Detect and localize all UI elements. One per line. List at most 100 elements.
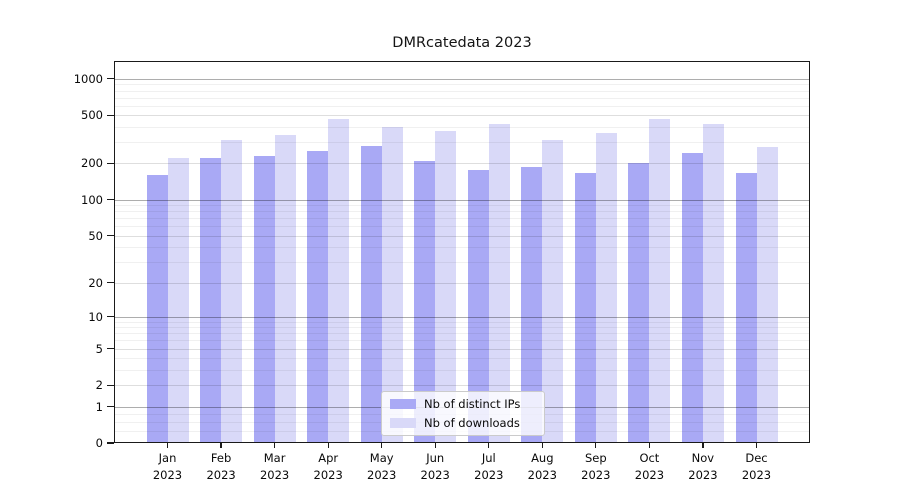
gridline-200 <box>114 163 810 165</box>
bar-distinct-ips-jan <box>146 175 168 443</box>
gridline-8 <box>114 327 810 329</box>
bar-downloads-apr <box>328 118 350 443</box>
gridline-2 <box>114 385 810 387</box>
y-tick-label-2: 2 <box>95 378 103 393</box>
x-tick-mark-jun <box>434 443 436 448</box>
x-tick-year: 2023 <box>474 467 504 482</box>
bar-downloads-may <box>381 126 403 443</box>
x-tick-month: Nov <box>691 451 715 465</box>
x-tick-label-feb: Feb 2023 <box>189 450 253 483</box>
y-tick-mark-5 <box>107 347 114 350</box>
x-tick-label-aug: Aug 2023 <box>510 450 574 483</box>
gridline-4 <box>114 358 810 360</box>
chart-title: DMRcatedata 2023 <box>392 35 532 51</box>
gridline-3 <box>114 369 810 371</box>
bar-distinct-ips-oct <box>628 162 650 443</box>
bar-downloads-nov <box>702 123 724 443</box>
gridline-5 <box>114 348 810 350</box>
gridline-90 <box>114 205 810 207</box>
y-tick-mark-1000 <box>107 78 114 80</box>
y-tick-mark-500 <box>107 114 114 116</box>
y-tick-label-100: 100 <box>81 192 103 207</box>
y-tick-label-10: 10 <box>88 309 103 324</box>
bar-distinct-ips-jul <box>467 170 489 443</box>
x-tick-mark-sep <box>595 443 597 448</box>
y-tick-label-20: 20 <box>88 275 103 290</box>
x-tick-label-nov: Nov 2023 <box>671 450 735 483</box>
x-tick-year: 2023 <box>259 467 290 482</box>
gridline-700 <box>114 97 810 99</box>
x-tick-year: 2023 <box>527 467 557 482</box>
x-tick-month: Jul <box>481 451 496 465</box>
x-tick-label-dec: Dec 2023 <box>725 450 789 483</box>
y-tick-mark-2 <box>107 384 114 386</box>
x-tick-mark-nov <box>702 443 704 448</box>
y-tick-label-0: 0 <box>95 436 103 450</box>
x-tick-year: 2023 <box>367 467 397 482</box>
legend: Nb of distinct IPs Nb of downloads <box>381 391 545 436</box>
gridline-800 <box>114 90 810 92</box>
legend-label-downloads: Nb of downloads <box>424 415 520 430</box>
x-tick-mark-jan <box>166 443 169 448</box>
gridline-7 <box>114 333 810 335</box>
x-tick-month: Mar <box>263 451 286 465</box>
legend-swatch-downloads <box>390 417 416 428</box>
x-tick-month: Jun <box>426 451 445 465</box>
gridline-1000 <box>114 78 810 80</box>
x-tick-year: 2023 <box>420 467 450 482</box>
gridline-50 <box>114 235 810 237</box>
x-tick-label-mar: Mar 2023 <box>243 450 307 483</box>
y-tick-label-50: 50 <box>88 228 103 243</box>
x-tick-mark-jul <box>488 443 490 448</box>
x-tick-mark-oct <box>648 443 650 448</box>
x-tick-month: May <box>369 451 394 465</box>
x-tick-mark-mar <box>274 443 276 448</box>
bar-distinct-ips-sep <box>574 172 596 443</box>
gridline-100 <box>114 199 810 201</box>
bar-downloads-feb <box>221 140 243 443</box>
x-tick-month: Jan <box>158 451 177 465</box>
bar-downloads-jun <box>435 131 457 443</box>
gridline-60 <box>114 226 810 228</box>
bar-downloads-dec <box>756 146 778 443</box>
x-tick-label-sep: Sep 2023 <box>564 450 628 483</box>
x-tick-label-jul: Jul 2023 <box>457 450 521 483</box>
x-tick-mark-dec <box>755 443 758 448</box>
x-tick-label-jun: Jun 2023 <box>403 450 467 483</box>
bar-distinct-ips-apr <box>307 151 329 443</box>
bar-distinct-ips-feb <box>200 157 222 443</box>
x-tick-label-may: May 2023 <box>350 450 414 483</box>
x-tick-year: 2023 <box>313 467 343 482</box>
x-tick-year: 2023 <box>152 467 183 482</box>
bar-distinct-ips-jun <box>414 161 436 443</box>
legend-item-downloads: Nb of downloads <box>390 416 544 430</box>
y-tick-mark-100 <box>107 199 114 201</box>
y-tick-label-5: 5 <box>95 341 103 356</box>
bar-downloads-mar <box>274 134 296 443</box>
x-tick-year: 2023 <box>634 467 665 482</box>
bar-downloads-sep <box>595 132 617 443</box>
legend-label-distinct-ips: Nb of distinct IPs <box>424 397 521 412</box>
bar-downloads-jan <box>167 157 189 443</box>
y-tick-mark-10 <box>107 316 114 318</box>
legend-item-distinct-ips: Nb of distinct IPs <box>390 397 544 411</box>
x-tick-year: 2023 <box>581 467 611 482</box>
plot-area: Nb of distinct IPs Nb of downloads <box>114 61 810 443</box>
y-tick-mark-1 <box>107 405 114 408</box>
y-tick-mark-50 <box>107 235 114 237</box>
x-tick-month: Dec <box>745 451 768 465</box>
gridline-300 <box>114 142 810 144</box>
gridline-30 <box>114 261 810 263</box>
x-tick-label-jan: Jan 2023 <box>136 450 200 483</box>
x-tick-year: 2023 <box>741 467 772 482</box>
y-tick-mark-200 <box>107 162 114 165</box>
x-tick-label-oct: Oct 2023 <box>617 450 681 483</box>
bar-distinct-ips-may <box>360 146 382 443</box>
x-tick-mark-aug <box>541 443 543 448</box>
x-tick-month: Feb <box>210 451 232 465</box>
x-tick-label-apr: Apr 2023 <box>296 450 360 483</box>
gridline-500 <box>114 115 810 117</box>
y-tick-label-1000: 1000 <box>73 71 103 86</box>
y-tick-label-1: 1 <box>95 399 103 414</box>
